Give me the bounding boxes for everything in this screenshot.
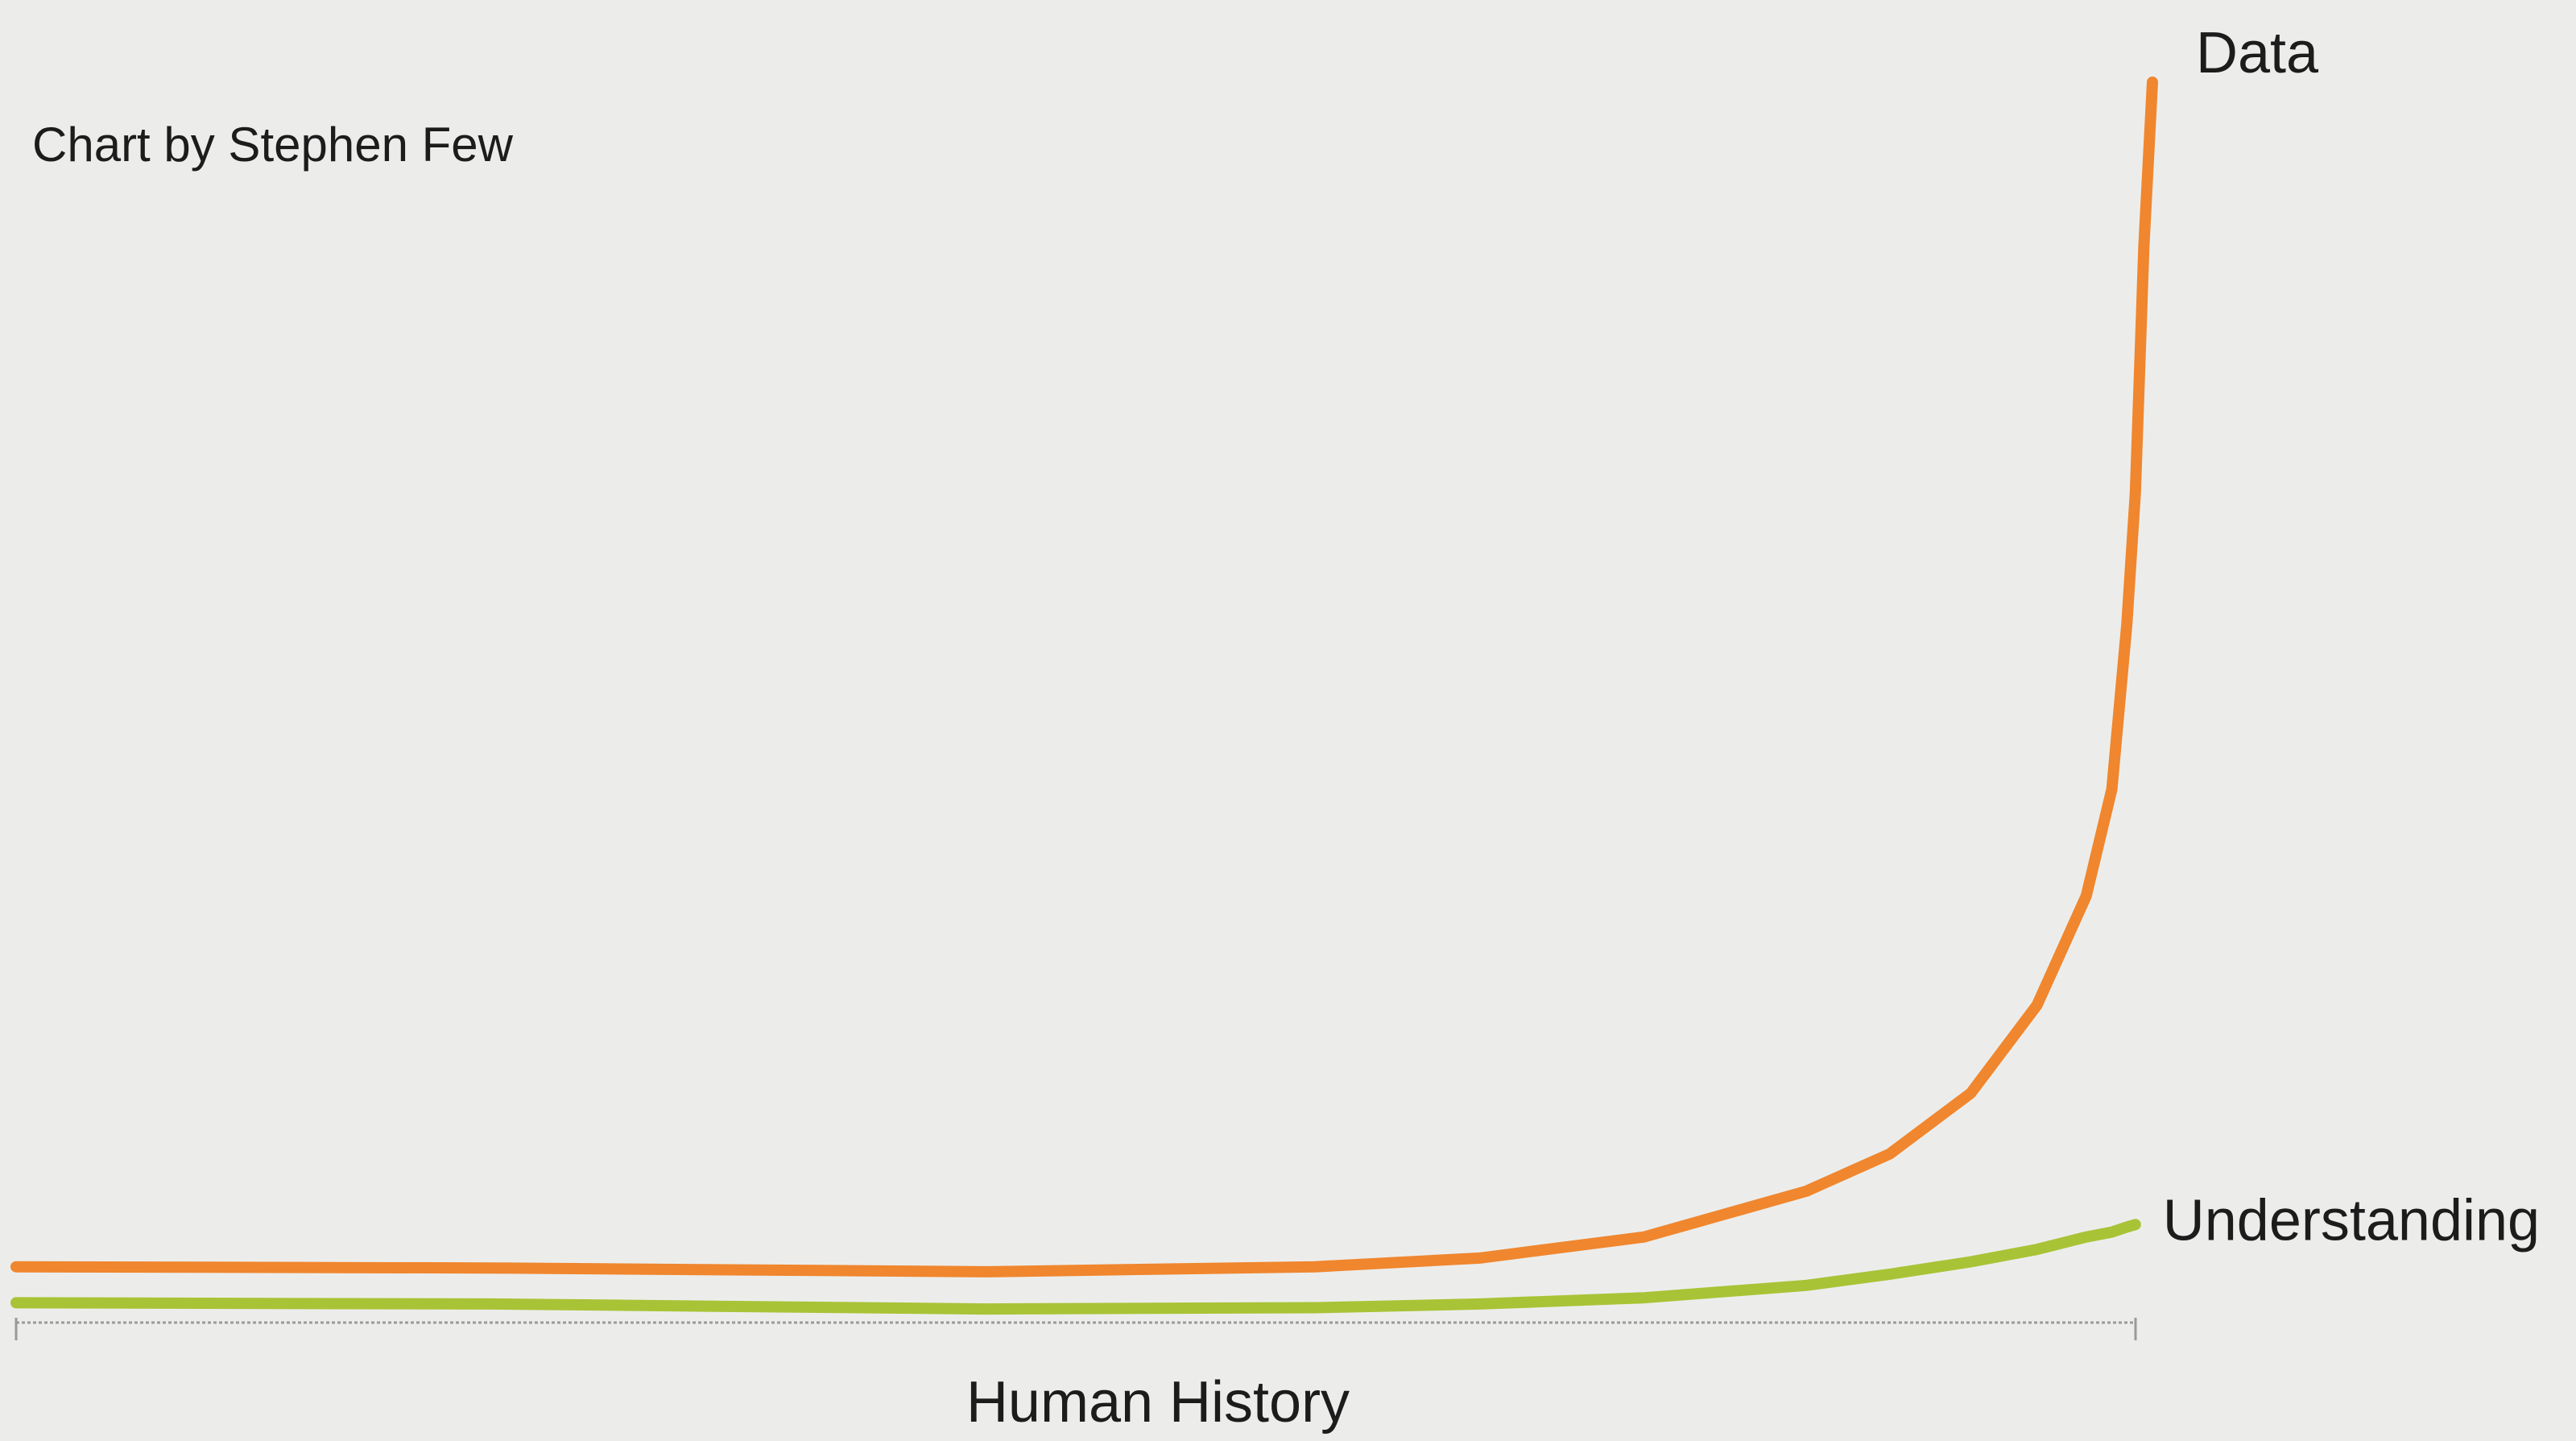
series-line	[10, 1219, 2141, 1315]
series-line	[10, 77, 2158, 1277]
series-label: Available Data	[2180, 0, 2414, 85]
x-axis-label: Human History	[966, 1370, 1350, 1435]
annotation: Chart by Stephen Few	[32, 118, 514, 172]
series-label: Understanding	[2163, 1188, 2540, 1253]
